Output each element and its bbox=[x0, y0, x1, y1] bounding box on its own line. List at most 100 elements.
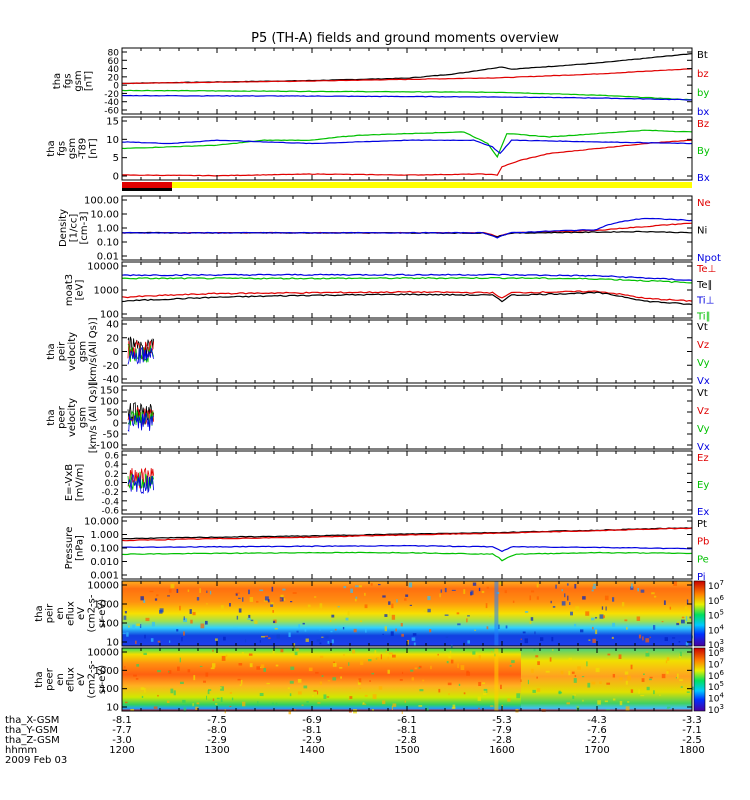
spectrogram-texture bbox=[308, 667, 313, 672]
spectrogram-texture bbox=[478, 655, 481, 660]
spectrogram bbox=[122, 581, 692, 646]
spectrogram-texture bbox=[302, 622, 305, 625]
spectrogram-texture bbox=[552, 648, 554, 651]
spectrogram-texture bbox=[561, 589, 563, 592]
colorbar-gradient bbox=[693, 647, 706, 712]
spectrogram-texture bbox=[276, 634, 280, 639]
spectrogram-texture bbox=[316, 639, 321, 642]
y-axis-label-line: peir bbox=[45, 603, 56, 623]
spectrogram-texture bbox=[389, 611, 391, 616]
legend-Pt: Pt bbox=[697, 519, 707, 530]
panel-frame bbox=[121, 319, 693, 384]
spectrogram-texture bbox=[604, 700, 608, 703]
x-tick-label: 1700 bbox=[584, 745, 609, 756]
spectrogram-texture bbox=[477, 696, 482, 701]
spectrogram-texture bbox=[587, 682, 591, 688]
y-tick-label: 100 bbox=[100, 619, 119, 630]
spectrogram-texture bbox=[223, 636, 226, 641]
spectrogram-texture bbox=[358, 585, 362, 588]
spectrogram-texture bbox=[605, 606, 607, 611]
spectrogram-texture bbox=[607, 653, 611, 656]
spectrogram-texture bbox=[229, 705, 232, 707]
spectrogram-texture bbox=[537, 661, 540, 666]
spectrogram-texture bbox=[599, 614, 604, 619]
y-axis-label-line: moat3 bbox=[64, 274, 75, 306]
spectrogram-texture bbox=[466, 670, 469, 673]
spectrogram-texture bbox=[272, 649, 275, 655]
spectrogram-texture bbox=[625, 680, 628, 685]
spectrogram-texture bbox=[378, 583, 381, 586]
y-tick-label: 1.00 bbox=[97, 224, 119, 235]
spectrogram-texture bbox=[296, 630, 299, 633]
spectrogram-texture bbox=[399, 678, 403, 681]
spectrogram-texture bbox=[321, 675, 324, 677]
spectrogram-texture bbox=[351, 649, 356, 654]
x-axis-table: tha_X-GSM -8.1 -7.5 -6.9 -6.1 -5.3 -4.3 -3.3 tha… bbox=[5, 715, 705, 766]
series-line-Pe bbox=[121, 551, 693, 562]
spectrogram-texture bbox=[401, 633, 404, 637]
legend-Ni: Ni bbox=[697, 226, 707, 237]
spectrogram-texture bbox=[141, 695, 144, 698]
spectrogram-texture bbox=[192, 703, 194, 707]
spectrogram-texture bbox=[275, 702, 278, 706]
y-tick-label: 10 bbox=[106, 135, 119, 146]
panel-4: 10000 1000 100 moat3 [eV] Te⊥ Te∥ Ti⊥ Ti∥ bbox=[64, 261, 716, 323]
y-axis-label-line: [nT] bbox=[84, 71, 95, 91]
spectrogram-texture bbox=[624, 671, 629, 675]
colorbar-label: 105 bbox=[708, 680, 724, 693]
y-tick-label: 0.001 bbox=[90, 571, 119, 582]
spectrogram-texture bbox=[574, 674, 577, 678]
y-tick-label: -20 bbox=[103, 361, 119, 372]
spectrogram-texture bbox=[169, 640, 171, 643]
spectrogram-texture bbox=[157, 694, 159, 697]
spectrogram-texture bbox=[154, 598, 158, 601]
y-tick-label: 100 bbox=[100, 310, 119, 321]
spectrogram-texture bbox=[205, 672, 209, 677]
y-axis-label: tha peer velocity gsm [km/s (All Qs)] bbox=[46, 382, 99, 454]
spectrogram-texture bbox=[220, 686, 224, 691]
spectrogram-texture bbox=[196, 597, 200, 601]
legend-Ey: Ey bbox=[697, 480, 709, 491]
spectrogram-texture bbox=[288, 710, 292, 715]
spectrogram-texture bbox=[314, 596, 317, 598]
spectrogram-texture bbox=[140, 596, 144, 601]
spectrogram-texture bbox=[649, 678, 652, 681]
spectrogram-texture bbox=[372, 694, 377, 699]
spectrogram-texture bbox=[206, 590, 208, 594]
spectrogram-texture bbox=[130, 708, 135, 711]
spectrogram-texture bbox=[467, 615, 470, 617]
spectrogram-texture bbox=[661, 621, 664, 623]
spectrogram-texture bbox=[382, 595, 386, 598]
spectrogram-texture bbox=[150, 638, 154, 642]
y-tick-label: 10000 bbox=[87, 648, 119, 659]
spectrogram-texture bbox=[354, 598, 357, 602]
spectrogram-texture bbox=[612, 673, 616, 678]
spectrogram-texture bbox=[581, 676, 585, 678]
legend-Vx: Vx bbox=[697, 376, 710, 387]
spectrogram-texture bbox=[156, 594, 159, 597]
spectrogram-texture bbox=[594, 616, 598, 619]
spectrogram-texture bbox=[675, 677, 678, 679]
colorbar-label: 106 bbox=[708, 669, 724, 682]
spectrogram-texture bbox=[317, 690, 319, 695]
spectrogram-texture bbox=[391, 603, 394, 609]
spectrogram-texture bbox=[558, 690, 561, 695]
y-axis-label-line: gsm bbox=[78, 407, 89, 428]
spectrogram-texture bbox=[533, 648, 536, 652]
spectrogram-texture bbox=[331, 639, 334, 644]
spectrogram-texture bbox=[319, 642, 322, 645]
spectrogram-texture bbox=[536, 583, 539, 588]
y-axis-label-line: en bbox=[55, 673, 66, 686]
spectrogram-texture bbox=[612, 698, 616, 701]
spectrogram-texture bbox=[486, 586, 489, 589]
spectrogram-texture bbox=[470, 590, 474, 595]
spectrogram-texture bbox=[388, 652, 393, 655]
x-tick-label: -2.8 bbox=[397, 735, 417, 746]
spectrogram-texture bbox=[439, 593, 441, 598]
spectrogram-texture bbox=[448, 655, 452, 659]
x-tick-label: 1300 bbox=[204, 745, 229, 756]
spectrogram-texture bbox=[332, 677, 337, 681]
spectrogram-texture bbox=[170, 688, 174, 694]
spectrogram-texture bbox=[601, 606, 604, 610]
